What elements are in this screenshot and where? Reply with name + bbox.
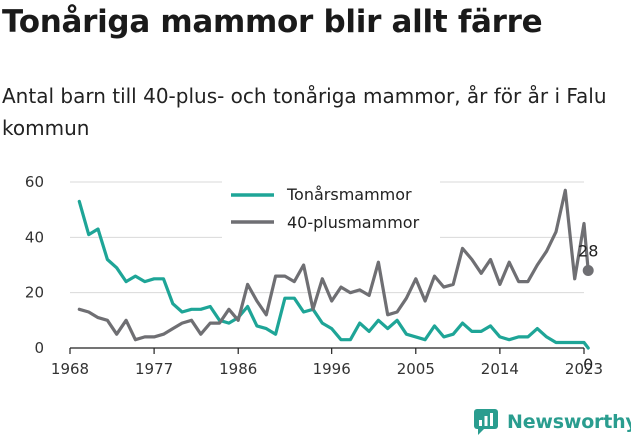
y-tick-label-60: 60 bbox=[25, 173, 44, 191]
x-tick-label-1996: 1996 bbox=[313, 360, 351, 378]
x-tick-label-1968: 1968 bbox=[51, 360, 89, 378]
end-marker-forty bbox=[582, 265, 594, 277]
x-tick-label-1986: 1986 bbox=[219, 360, 257, 378]
y-tick-label-0: 0 bbox=[34, 339, 44, 357]
end-label-teen: 0 bbox=[583, 355, 593, 374]
legend-background bbox=[222, 181, 440, 241]
series-line-forty bbox=[77, 188, 590, 342]
line-chart: 1968 1977 1986 1996 2005 2014 2023 0 20 40 60 28 0… bbox=[25, 173, 603, 378]
y-tick-label-40: 40 bbox=[25, 228, 44, 246]
series-lines bbox=[77, 188, 590, 350]
end-label-forty: 28 bbox=[578, 242, 598, 261]
brand-name: Newsworthy bbox=[507, 411, 631, 433]
legend-label-teen: Tonårsmammor bbox=[286, 185, 412, 204]
legend-label-forty: 40-plusmammor bbox=[287, 213, 420, 232]
x-tick-label-2005: 2005 bbox=[397, 360, 435, 378]
brand-logo: Newsworthy bbox=[474, 406, 631, 438]
x-tick-label-2014: 2014 bbox=[481, 360, 519, 378]
chart-subtitle: Antal barn till 40-plus- och tonåriga ma… bbox=[2, 84, 607, 140]
x-tick-label-1977: 1977 bbox=[135, 360, 173, 378]
series-line-teen bbox=[77, 199, 590, 350]
newsworthy-logo-icon bbox=[474, 409, 498, 435]
x-axis: 1968 1977 1986 1996 2005 2014 2023 bbox=[51, 347, 603, 378]
end-markers: 28 0 bbox=[578, 242, 598, 374]
legend: Tonårsmammor 40-plusmammor bbox=[222, 181, 440, 241]
y-tick-label-20: 20 bbox=[25, 284, 44, 302]
x-tick-label-2023: 2023 bbox=[565, 360, 603, 378]
chart-title: Tonåriga mammor blir allt färre bbox=[2, 4, 543, 40]
y-axis: 0 20 40 60 bbox=[25, 173, 44, 357]
